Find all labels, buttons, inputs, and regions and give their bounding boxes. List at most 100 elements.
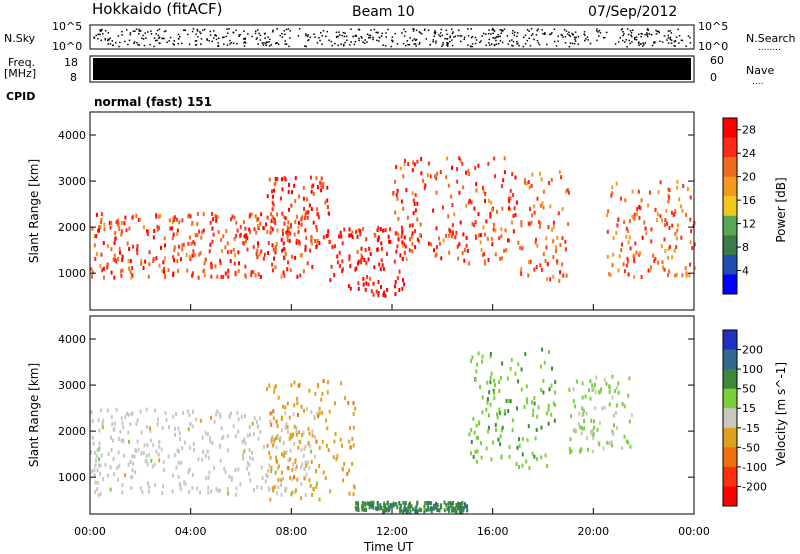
power-cell — [291, 254, 293, 259]
power-cell — [312, 192, 315, 196]
velocity-cell — [148, 484, 151, 489]
power-cell — [196, 221, 199, 226]
noise-dot — [202, 29, 204, 31]
power-cell — [113, 275, 116, 280]
velocity-cell — [615, 403, 618, 408]
power-cell — [314, 239, 317, 243]
colorbar-tick-label: 28 — [742, 124, 756, 137]
noise-dot — [647, 29, 649, 31]
power-cell — [201, 230, 204, 235]
power-cell — [667, 273, 669, 278]
power-cell — [442, 238, 445, 243]
power-cell — [280, 237, 283, 242]
noise-dot — [657, 30, 660, 33]
noise-dot — [133, 42, 135, 45]
noise-dot — [407, 44, 409, 46]
velocity-cell — [594, 406, 597, 411]
velocity-cell — [127, 412, 130, 417]
noise-dot — [321, 43, 323, 45]
noise-dot — [501, 29, 503, 31]
velocity-cell — [514, 371, 517, 376]
noise-dot — [526, 29, 529, 31]
power-cell — [177, 268, 180, 273]
noise-dot — [561, 34, 563, 37]
power-cell — [494, 174, 496, 179]
power-cell — [120, 232, 123, 237]
power-cell — [173, 258, 176, 263]
power-cell — [416, 201, 419, 206]
power-cell — [365, 281, 368, 286]
power-cell — [647, 203, 650, 208]
velocity-cell — [295, 426, 298, 431]
noise-dot — [674, 45, 676, 47]
noise-dot — [446, 42, 448, 44]
velocity-cell — [466, 504, 469, 509]
power-cell — [189, 257, 192, 261]
velocity-cell — [145, 424, 148, 429]
power-cell — [356, 234, 359, 239]
noise-dot — [474, 42, 477, 45]
power-cell — [473, 206, 476, 211]
power-cell — [318, 241, 321, 245]
velocity-cell — [523, 404, 526, 409]
power-cell — [100, 212, 103, 217]
power-cell — [561, 207, 564, 212]
noise-dot — [488, 42, 490, 44]
velocity-cell — [542, 378, 545, 383]
power-cell — [305, 236, 308, 240]
power-cell — [555, 249, 557, 254]
velocity-cell — [629, 444, 632, 449]
velocity-cell — [121, 421, 124, 426]
noise-dot — [506, 35, 509, 37]
power-cell — [567, 190, 570, 195]
noise-dot — [222, 36, 224, 39]
power-cell — [217, 230, 220, 234]
power-cell — [227, 268, 230, 273]
power-cell — [274, 221, 277, 226]
power-cell — [376, 228, 379, 233]
power-cell — [171, 236, 174, 241]
noise-dot — [598, 29, 601, 32]
power-cell — [676, 185, 679, 190]
power-cell — [500, 234, 503, 239]
noise-dot — [118, 45, 120, 48]
velocity-cell — [249, 478, 252, 483]
power-cell — [351, 235, 354, 239]
noise-dot — [681, 39, 684, 42]
velocity-cell — [253, 416, 256, 421]
nave-dots: .... — [752, 77, 763, 87]
velocity-cell — [377, 505, 380, 509]
noise-dot — [104, 38, 106, 40]
velocity-cell — [368, 505, 371, 510]
velocity-cell — [206, 432, 209, 437]
power-cell — [465, 170, 468, 175]
noise-dot — [378, 36, 381, 39]
velocity-cell — [396, 505, 399, 510]
velocity-cell — [395, 502, 398, 507]
noise-dot — [439, 35, 441, 38]
velocity-cell — [94, 451, 97, 455]
noise-dot — [460, 35, 463, 37]
power-cell — [316, 207, 319, 212]
power-cell — [326, 205, 329, 209]
velocity-cell — [176, 448, 179, 453]
power-cell — [326, 198, 329, 203]
power-cell — [360, 258, 363, 262]
power-cell — [274, 245, 277, 249]
noise-dot — [637, 42, 640, 45]
power-cell — [273, 256, 275, 261]
velocity-cell — [141, 490, 144, 494]
velocity-cell — [111, 422, 114, 427]
velocity-cell — [158, 439, 161, 444]
power-cell — [126, 241, 129, 246]
power-cell — [673, 248, 676, 253]
velocity-cell — [207, 455, 210, 460]
power-cell — [516, 200, 518, 205]
power-cell — [524, 178, 526, 183]
velocity-cell — [547, 403, 550, 408]
noise-dot — [150, 33, 153, 35]
power-cell — [338, 250, 341, 255]
noise-dot — [646, 34, 648, 36]
velocity-cell — [405, 509, 408, 514]
velocity-cell — [282, 404, 285, 409]
